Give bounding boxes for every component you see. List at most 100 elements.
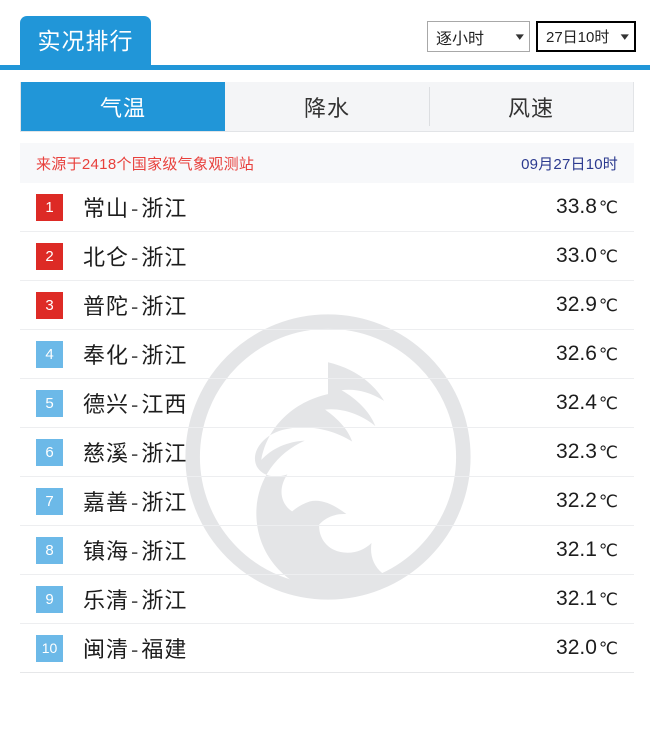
separator: - bbox=[131, 392, 140, 417]
station-name: 常山 bbox=[83, 196, 130, 221]
table-row[interactable]: 7 嘉善-浙江 32.2 ℃ bbox=[20, 477, 634, 526]
province-name: 浙江 bbox=[141, 245, 188, 270]
temperature-number: 33.8 bbox=[556, 195, 597, 218]
station-name: 乐清 bbox=[83, 588, 130, 613]
temperature-number: 32.3 bbox=[556, 440, 597, 463]
rank-badge: 7 bbox=[36, 487, 63, 515]
rank-badge: 9 bbox=[36, 585, 63, 613]
province-name: 浙江 bbox=[141, 588, 188, 613]
table-row[interactable]: 4 奉化-浙江 32.6 ℃ bbox=[20, 330, 634, 379]
station-label: 常山-浙江 bbox=[83, 191, 556, 223]
temperature-value: 32.1 ℃ bbox=[556, 538, 618, 562]
time-select-value: 27日10时 bbox=[546, 29, 610, 46]
chevron-down-icon: ▾ bbox=[516, 31, 525, 43]
station-label: 乐清-浙江 bbox=[83, 583, 556, 615]
tab-windspeed-label: 风速 bbox=[507, 95, 554, 121]
separator: - bbox=[131, 539, 140, 564]
rank-badge: 2 bbox=[36, 242, 63, 270]
station-name: 德兴 bbox=[83, 392, 130, 417]
table-row[interactable]: 2 北仑-浙江 33.0 ℃ bbox=[20, 232, 634, 281]
interval-select[interactable]: 逐小时 ▾ bbox=[427, 21, 530, 52]
separator: - bbox=[131, 196, 140, 221]
separator: - bbox=[131, 245, 140, 270]
station-label: 北仑-浙江 bbox=[83, 240, 556, 272]
source-note: 来源于2418个国家级气象观测站 bbox=[36, 155, 255, 173]
page-title-tab: 实况排行 bbox=[20, 16, 151, 70]
station-label: 普陀-浙江 bbox=[83, 289, 556, 321]
temperature-unit: ℃ bbox=[598, 247, 618, 266]
temperature-number: 33.0 bbox=[556, 244, 597, 267]
province-name: 浙江 bbox=[141, 294, 188, 319]
interval-select-value: 逐小时 bbox=[436, 30, 485, 48]
temperature-unit: ℃ bbox=[598, 443, 618, 462]
station-label: 慈溪-浙江 bbox=[83, 436, 556, 468]
temperature-value: 32.0 ℃ bbox=[556, 636, 618, 660]
temperature-number: 32.1 bbox=[556, 587, 597, 610]
header-controls: 逐小时 ▾ 27日10时 ▾ bbox=[427, 21, 636, 52]
rank-badge: 8 bbox=[36, 536, 63, 564]
separator: - bbox=[131, 637, 140, 662]
metric-tabs: 气温 降水 风速 bbox=[20, 82, 634, 132]
province-name: 福建 bbox=[141, 637, 188, 662]
table-row[interactable]: 1 常山-浙江 33.8 ℃ bbox=[20, 183, 634, 232]
station-name: 闽清 bbox=[83, 637, 130, 662]
ranking-list: 1 常山-浙江 33.8 ℃ 2 北仑-浙江 33.0 ℃ 3 普陀-浙江 32.9… bbox=[20, 183, 634, 673]
tab-precipitation[interactable]: 降水 bbox=[225, 82, 429, 131]
temperature-number: 32.9 bbox=[556, 293, 597, 316]
temperature-value: 33.0 ℃ bbox=[556, 244, 618, 268]
table-row[interactable]: 3 普陀-浙江 32.9 ℃ bbox=[20, 281, 634, 330]
temperature-unit: ℃ bbox=[598, 590, 618, 609]
source-timestamp: 09月27日10时 bbox=[521, 155, 618, 173]
page-title: 实况排行 bbox=[37, 28, 134, 54]
rank-badge: 3 bbox=[36, 291, 63, 319]
tab-temperature-label: 气温 bbox=[99, 95, 146, 121]
table-row[interactable]: 5 德兴-江西 32.4 ℃ bbox=[20, 379, 634, 428]
station-name: 镇海 bbox=[83, 539, 130, 564]
separator: - bbox=[131, 490, 140, 515]
table-row[interactable]: 8 镇海-浙江 32.1 ℃ bbox=[20, 526, 634, 575]
temperature-value: 33.8 ℃ bbox=[556, 195, 618, 219]
temperature-number: 32.1 bbox=[556, 538, 597, 561]
table-row[interactable]: 9 乐清-浙江 32.1 ℃ bbox=[20, 575, 634, 624]
station-name: 嘉善 bbox=[83, 490, 130, 515]
temperature-value: 32.3 ℃ bbox=[556, 440, 618, 464]
station-label: 德兴-江西 bbox=[83, 387, 556, 419]
temperature-unit: ℃ bbox=[598, 639, 618, 658]
tab-temperature[interactable]: 气温 bbox=[21, 82, 225, 131]
source-bar: 来源于2418个国家级气象观测站 09月27日10时 bbox=[20, 143, 634, 183]
station-name: 慈溪 bbox=[83, 441, 130, 466]
rank-badge: 1 bbox=[36, 193, 63, 221]
station-name: 普陀 bbox=[83, 294, 130, 319]
table-row[interactable]: 6 慈溪-浙江 32.3 ℃ bbox=[20, 428, 634, 477]
separator: - bbox=[131, 588, 140, 613]
header-accent-rule bbox=[0, 65, 650, 70]
tab-precipitation-label: 降水 bbox=[303, 95, 350, 121]
province-name: 浙江 bbox=[141, 441, 188, 466]
station-label: 镇海-浙江 bbox=[83, 534, 556, 566]
station-label: 闽清-福建 bbox=[83, 632, 556, 664]
bottom-spacer bbox=[0, 732, 650, 749]
temperature-unit: ℃ bbox=[598, 394, 618, 413]
temperature-value: 32.2 ℃ bbox=[556, 489, 618, 513]
table-row[interactable]: 10 闽清-福建 32.0 ℃ bbox=[20, 624, 634, 673]
temperature-unit: ℃ bbox=[598, 492, 618, 511]
province-name: 浙江 bbox=[141, 343, 188, 368]
separator: - bbox=[131, 441, 140, 466]
chevron-down-icon: ▾ bbox=[621, 31, 630, 43]
temperature-unit: ℃ bbox=[598, 345, 618, 364]
temperature-unit: ℃ bbox=[598, 296, 618, 315]
time-select[interactable]: 27日10时 ▾ bbox=[536, 21, 636, 52]
rank-badge: 4 bbox=[36, 340, 63, 368]
temperature-number: 32.6 bbox=[556, 342, 597, 365]
temperature-number: 32.0 bbox=[556, 636, 597, 659]
province-name: 浙江 bbox=[141, 490, 188, 515]
station-name: 北仑 bbox=[83, 245, 130, 270]
temperature-value: 32.1 ℃ bbox=[556, 587, 618, 611]
temperature-value: 32.6 ℃ bbox=[556, 342, 618, 366]
separator: - bbox=[131, 294, 140, 319]
separator: - bbox=[131, 343, 140, 368]
temperature-number: 32.2 bbox=[556, 489, 597, 512]
rank-badge: 10 bbox=[36, 634, 63, 662]
province-name: 江西 bbox=[141, 392, 188, 417]
tab-windspeed[interactable]: 风速 bbox=[429, 82, 633, 131]
